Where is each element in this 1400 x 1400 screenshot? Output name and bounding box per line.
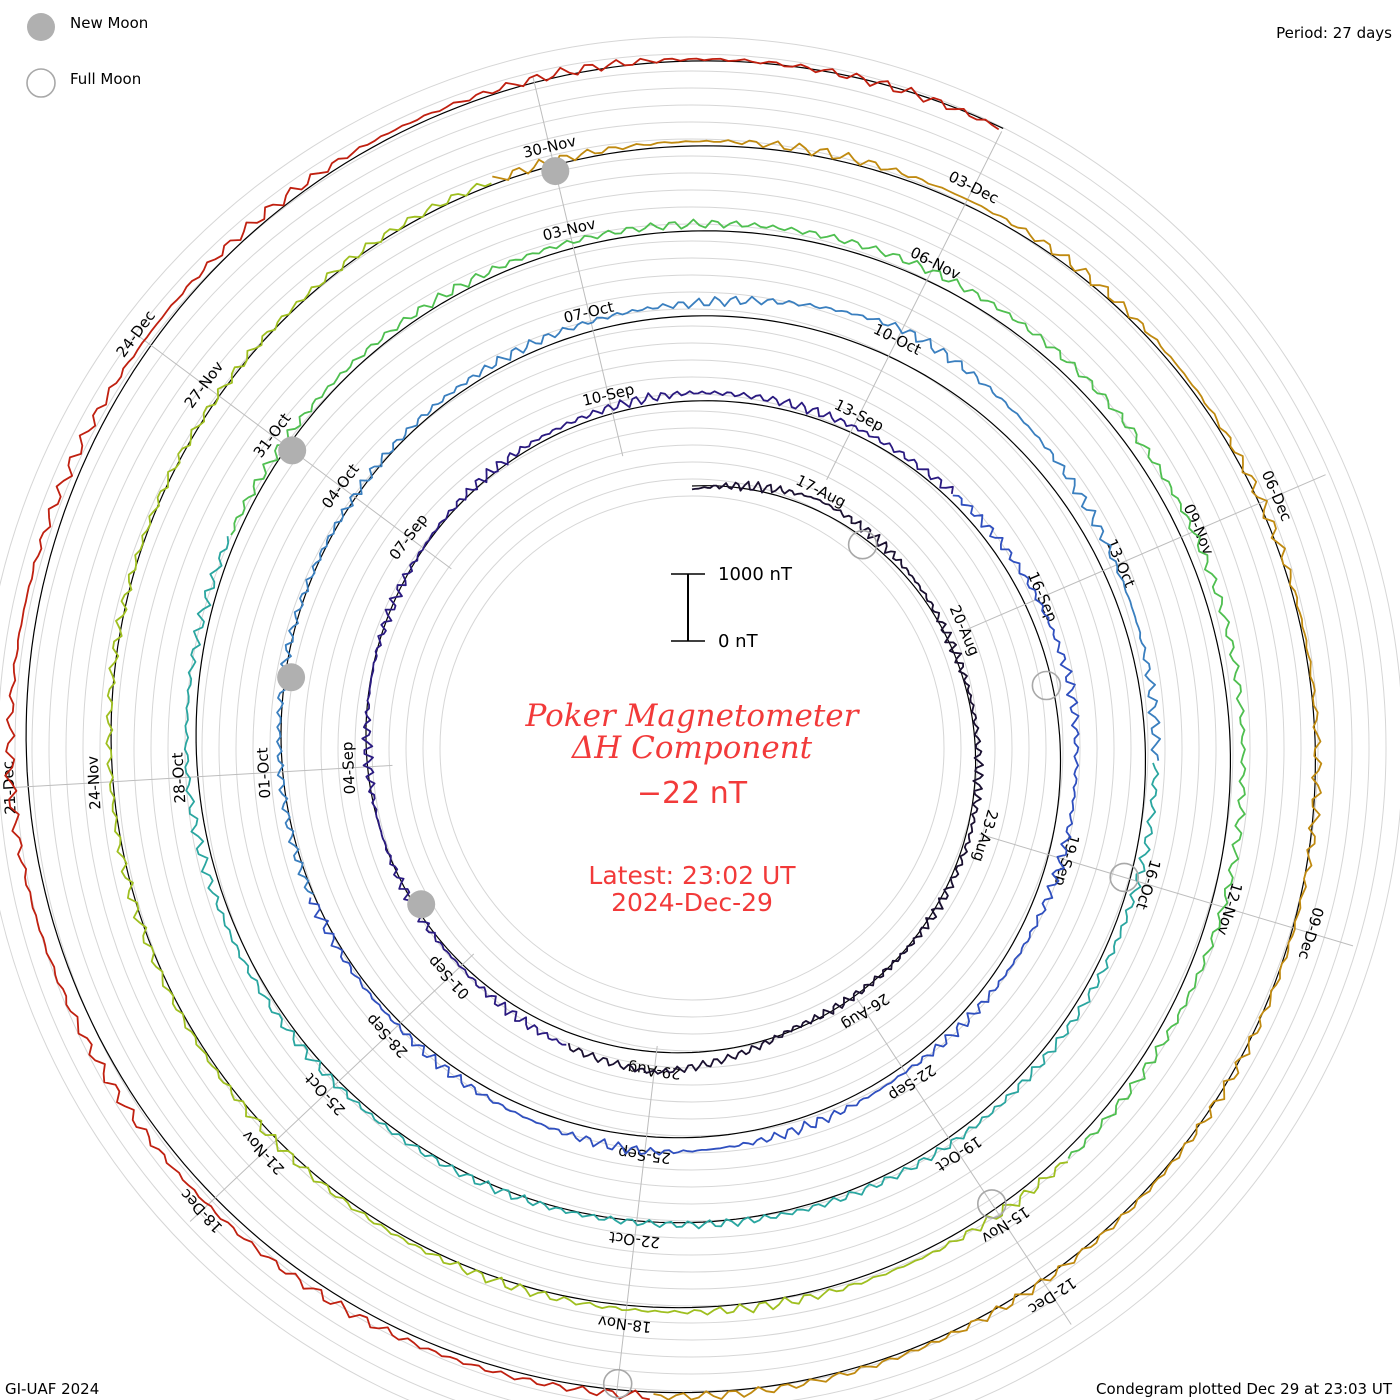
footer-plot-time: Condegram plotted Dec 29 at 23:03 UT (1096, 1380, 1393, 1398)
date-label: 24-Nov (83, 755, 104, 810)
chart-title: Poker Magnetometer (525, 698, 861, 734)
footer-credit: GI-UAF 2024 (5, 1380, 99, 1398)
date-label: 03-Dec (946, 167, 1002, 207)
grid-circle (286, 342, 1098, 1154)
day-spoke (615, 1045, 658, 1400)
full-moon-marker (976, 1189, 1007, 1219)
date-label: 16-Sep (1024, 569, 1061, 625)
grid-circle (150, 206, 1234, 1290)
trace-segment (276, 295, 1161, 895)
grid-circle (388, 444, 996, 1052)
full-moon-icon (26, 68, 56, 98)
chart-subtitle: ΔH Component (571, 730, 813, 766)
latest-date: 2024-Dec-29 (611, 888, 773, 917)
grid-circle (422, 478, 962, 1018)
date-label: 06-Nov (907, 243, 963, 283)
date-label: 22-Oct (608, 1228, 661, 1252)
date-label: 04-Sep (338, 741, 359, 795)
date-label: 03-Nov (541, 215, 598, 245)
trace-segment (567, 480, 984, 1075)
date-label: 21-Dec (0, 761, 20, 815)
date-label: 09-Dec (1295, 905, 1328, 961)
trace-segment (183, 536, 1160, 1230)
scale-bar: 1000 nT 0 nT (671, 564, 793, 652)
date-label: 13-Sep (831, 395, 886, 435)
latest-time: Latest: 23:02 UT (588, 861, 796, 890)
grid-circle (82, 138, 1302, 1358)
full-moon-marker (847, 529, 878, 560)
day-spoke (532, 76, 624, 457)
full-moon-marker (602, 1368, 633, 1399)
date-label: 28-Oct (168, 752, 189, 804)
grid-circle (48, 104, 1336, 1392)
legend-new-moon-label: New Moon (70, 14, 148, 32)
grid-circle (167, 223, 1217, 1273)
delta-h-trace (4, 57, 1323, 1400)
trace-segment (492, 139, 1323, 1400)
date-label: 18-Nov (597, 1312, 653, 1336)
grid-circle (218, 274, 1166, 1222)
day-spoke (3, 764, 393, 789)
current-value: −22 nT (637, 776, 748, 811)
grid-circle (201, 257, 1183, 1239)
day-spoke (856, 998, 1072, 1325)
full-moon-marker (1109, 862, 1139, 893)
date-label: 07-Sep (386, 510, 432, 563)
new-moon-marker (541, 157, 570, 186)
day-spoke (826, 131, 1003, 481)
grid-circle (99, 155, 1285, 1341)
date-label: 04-Oct (318, 460, 363, 512)
grid-circle (269, 325, 1115, 1171)
grid-circle (303, 359, 1081, 1137)
date-label: 01-Oct (253, 747, 274, 799)
trace-segment (105, 182, 1069, 1316)
grid-circle (133, 189, 1251, 1307)
grid-circle (354, 410, 1030, 1086)
new-moon-marker (278, 436, 307, 465)
date-label: 25-Sep (617, 1143, 672, 1167)
grid-circle (439, 495, 945, 1001)
scale-top-label: 1000 nT (718, 564, 793, 585)
period-label: Period: 27 days (1276, 24, 1392, 42)
grid-circle (116, 172, 1268, 1324)
new-moon-marker (407, 890, 436, 919)
grid-circle (320, 376, 1064, 1120)
legend-full-moon-label: Full Moon (70, 70, 141, 88)
new-moon-marker (277, 663, 306, 692)
grid-circle (0, 53, 1387, 1400)
date-label: 25-Oct (301, 1069, 349, 1118)
grid-circle (371, 427, 1013, 1069)
trace-segment (308, 494, 1080, 1156)
date-label: 28-Sep (362, 1011, 411, 1062)
grid-circle (405, 461, 979, 1035)
grid-circle (65, 121, 1319, 1375)
trace-segment (361, 390, 954, 1046)
date-label: 01-Sep (424, 952, 473, 1003)
legend: New Moon Full Moon (26, 13, 148, 98)
grid-circle (235, 291, 1149, 1205)
date-label: 27-Nov (181, 358, 228, 412)
grid-circle (31, 87, 1353, 1400)
new-moon-icon (27, 13, 55, 41)
moon-markers (277, 157, 1139, 1399)
scale-bottom-label: 0 nT (718, 631, 759, 652)
trace-segment (230, 218, 1247, 1159)
trace-segment (4, 57, 1000, 1400)
date-label: 07-Oct (562, 298, 616, 327)
full-moon-marker (1031, 670, 1062, 701)
day-spoke (189, 953, 475, 1222)
date-label: 18-Dec (176, 1185, 226, 1236)
date-label: 17-Aug (793, 471, 849, 511)
grid-circle (14, 70, 1370, 1400)
grid-circle (252, 308, 1132, 1188)
date-label: 21-Nov (238, 1127, 288, 1179)
radial-grid (0, 36, 1400, 1400)
grid-circle (0, 36, 1400, 1400)
grid-circle (337, 393, 1047, 1103)
day-spoke (979, 833, 1354, 947)
